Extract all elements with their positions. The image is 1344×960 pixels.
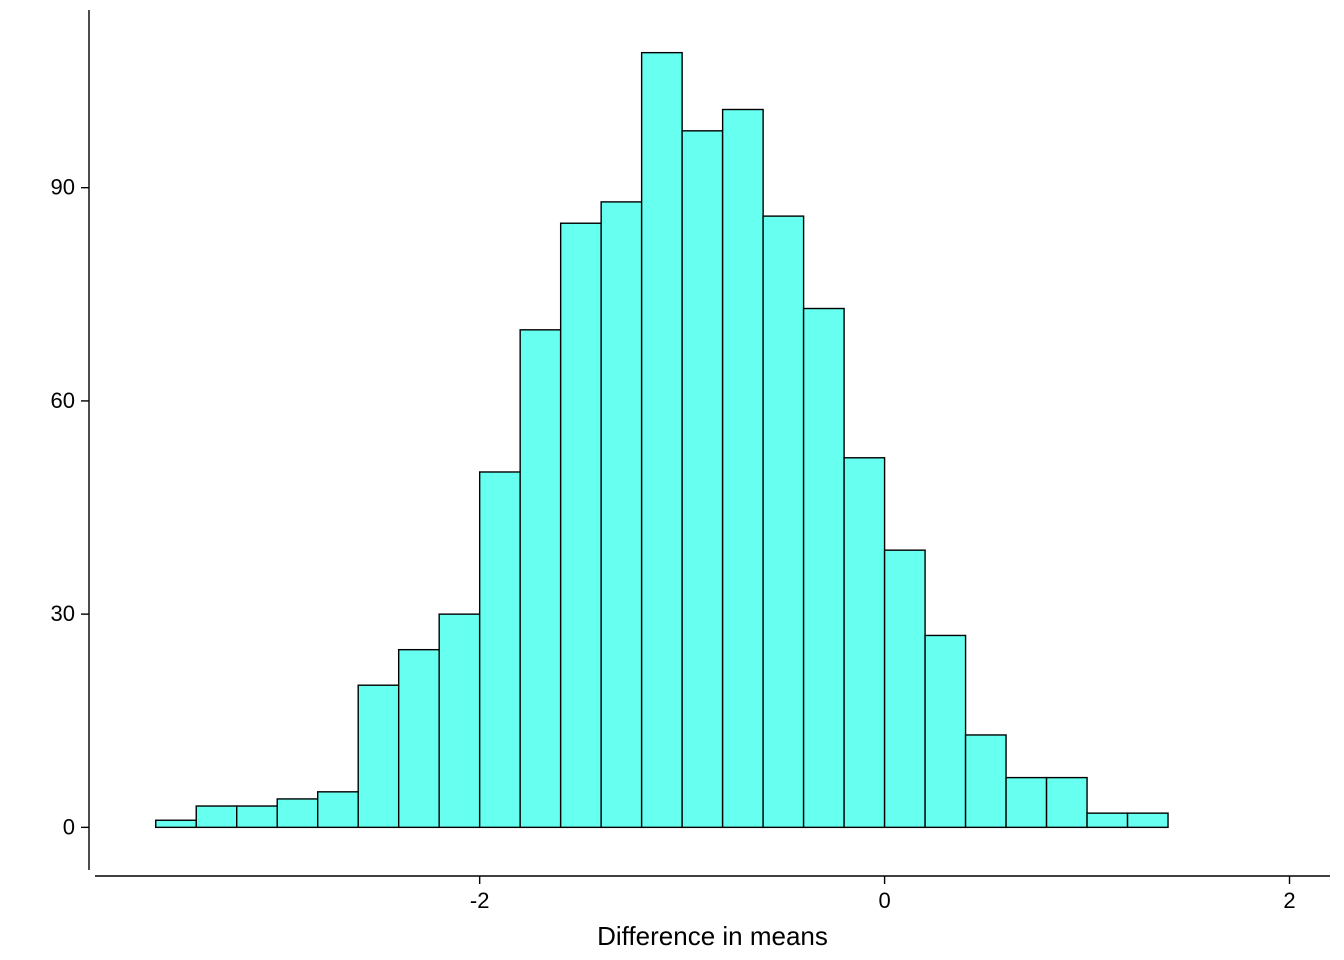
histogram-bar [237, 806, 277, 827]
histogram-chart: -2 0 2 0 30 60 90 Difference in means [0, 0, 1344, 960]
y-tick-label: 0 [63, 814, 75, 839]
x-tick-label: -2 [470, 888, 490, 913]
histogram-bar [642, 53, 682, 828]
x-tick-label: 2 [1283, 888, 1295, 913]
histogram-bar [723, 110, 763, 828]
histogram-bar [1006, 778, 1046, 828]
histogram-bar [480, 472, 520, 827]
histogram-bar [156, 820, 196, 827]
chart-svg: -2 0 2 0 30 60 90 Difference in means [0, 0, 1344, 960]
histogram-bar [925, 635, 965, 827]
histogram-bar [1047, 778, 1087, 828]
y-tick-label: 30 [51, 601, 75, 626]
histogram-bar [682, 131, 722, 828]
histogram-bar [763, 216, 803, 827]
histogram-bar [885, 550, 925, 827]
histogram-bar [561, 223, 601, 827]
histogram-bar [439, 614, 479, 827]
y-tick-label: 60 [51, 388, 75, 413]
histogram-bar [399, 650, 439, 828]
histogram-bar [1128, 813, 1168, 827]
histogram-bar [520, 330, 560, 828]
histogram-bar [601, 202, 641, 827]
histogram-bar [844, 458, 884, 828]
histogram-bar [1087, 813, 1127, 827]
histogram-bar [358, 685, 398, 827]
histogram-bar [318, 792, 358, 828]
x-tick-label: 0 [878, 888, 890, 913]
histogram-bar [277, 799, 317, 827]
y-tick-label: 90 [51, 175, 75, 200]
histogram-bar [196, 806, 236, 827]
x-axis-label: Difference in means [597, 921, 828, 951]
histogram-bar [804, 309, 844, 828]
histogram-bar [966, 735, 1006, 827]
